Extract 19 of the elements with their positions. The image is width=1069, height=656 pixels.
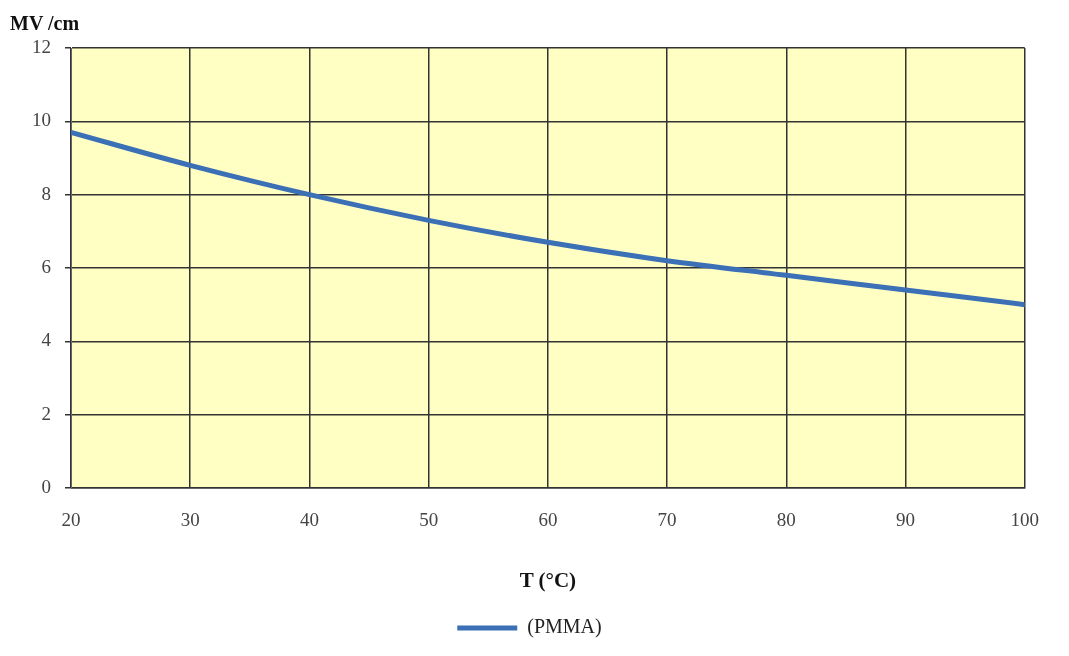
x-tick-label: 80	[776, 509, 796, 531]
y-tick-label: 0	[41, 475, 51, 497]
x-tick-label: 100	[1010, 509, 1039, 531]
x-axis-title: T (°C)	[519, 567, 577, 592]
x-tick-label: 20	[61, 509, 81, 531]
x-tick-label: 40	[299, 509, 319, 531]
y-tick-label: 4	[41, 329, 52, 351]
legend-label: (PMMA)	[527, 615, 602, 639]
x-tick-label: 30	[180, 509, 200, 531]
y-tick-label: 8	[41, 182, 51, 204]
y-tick-label: 12	[32, 35, 51, 57]
x-tick-label: 70	[657, 509, 677, 531]
x-tick-label: 50	[419, 509, 439, 531]
y-axis-title: MV /cm	[10, 12, 80, 35]
y-tick-label: 10	[32, 109, 51, 131]
x-tick-label: 90	[896, 509, 916, 531]
y-tick-label: 2	[41, 402, 51, 424]
y-tick-label: 6	[41, 255, 51, 277]
x-tick-label: 60	[538, 509, 558, 531]
